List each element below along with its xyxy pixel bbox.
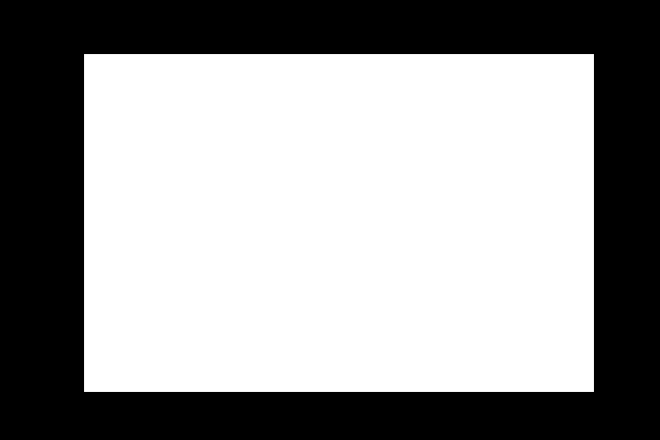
Text: geopandas not available: geopandas not available: [253, 211, 424, 225]
